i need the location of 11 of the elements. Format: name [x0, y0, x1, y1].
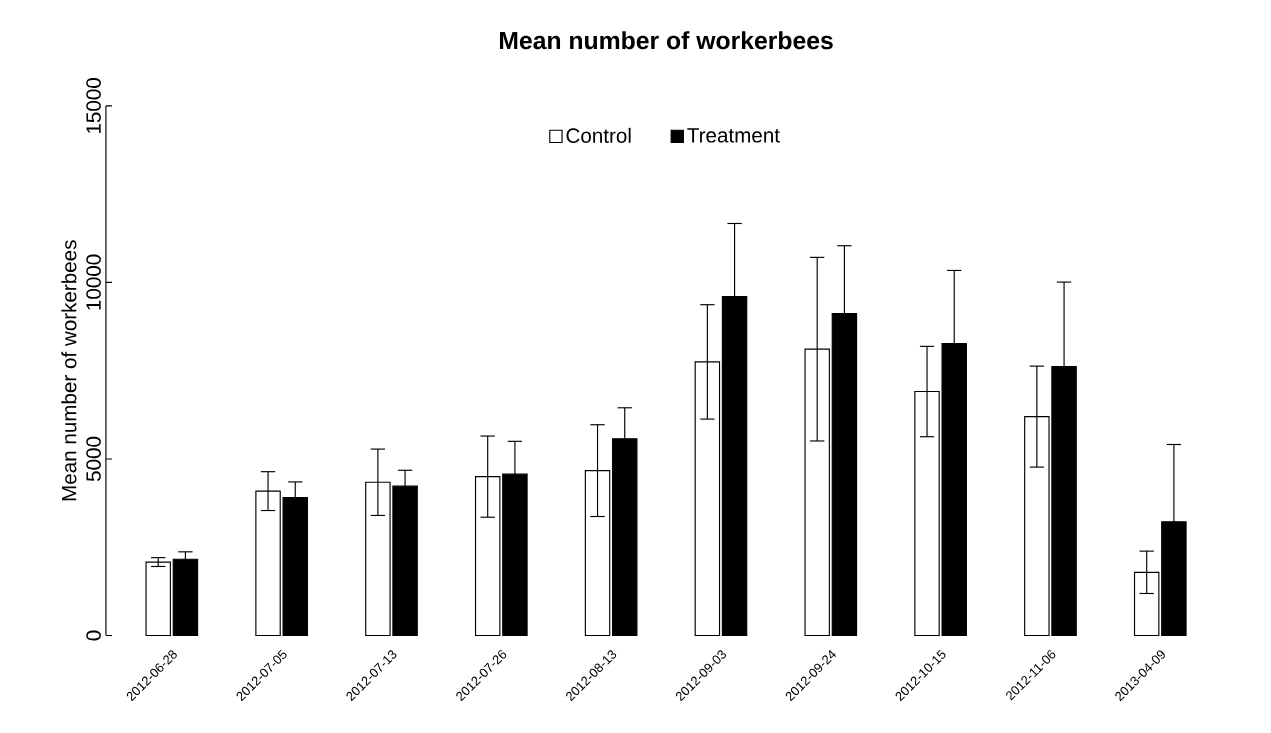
y-tick-label: 5000: [86, 436, 101, 481]
bar: [172, 558, 199, 636]
y-axis-title: Mean number of workerbees: [61, 240, 77, 501]
y-tick-label: 15000: [86, 77, 101, 133]
bar: [145, 561, 171, 636]
chart-title: Mean number of workerbees: [499, 31, 833, 50]
y-tick-label: 10000: [86, 254, 101, 310]
legend-label: Control: [566, 127, 631, 143]
legend-label: Treatment: [687, 128, 780, 143]
bar: [804, 348, 830, 636]
y-tick-label: 0: [86, 630, 101, 641]
